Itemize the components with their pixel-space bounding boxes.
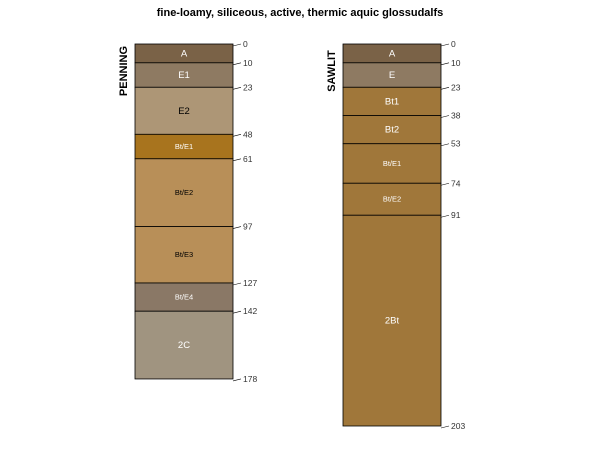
horizon-sawlit-e bbox=[342, 62, 442, 88]
chart-title: fine-loamy, siliceous, active, thermic a… bbox=[157, 7, 444, 19]
depth-label-penning-178: 178 bbox=[243, 374, 257, 384]
depth-label-penning-48: 48 bbox=[243, 129, 253, 139]
profile-penning: PENNING A E1 E2 Bt/E1 Bt/E2 Bt/E3 Bt/E4 2C 0 10 23 4… bbox=[118, 39, 257, 384]
horizon-label-sawlit-bt2: Bt2 bbox=[385, 125, 399, 136]
horizon-penning-e2 bbox=[134, 86, 234, 135]
depth-label-sawlit-0: 0 bbox=[451, 39, 456, 49]
depth-label-sawlit-91: 91 bbox=[451, 210, 461, 220]
depth-label-penning-10: 10 bbox=[243, 58, 253, 68]
horizon-sawlit-bt-e1 bbox=[342, 143, 442, 184]
depth-label-sawlit-53: 53 bbox=[451, 139, 461, 149]
profile-name-sawlit: SAWLIT bbox=[326, 50, 338, 92]
depth-label-penning-97: 97 bbox=[243, 222, 253, 232]
profiles-group: PENNING A E1 E2 Bt/E1 Bt/E2 Bt/E3 Bt/E4 2C 0 10 23 4… bbox=[118, 39, 465, 431]
depth-tick-sawlit-23 bbox=[440, 86, 450, 90]
horizon-label-penning-2c: 2C bbox=[178, 340, 190, 351]
depth-tick-penning-97 bbox=[232, 226, 242, 229]
profile-name-penning: PENNING bbox=[118, 46, 130, 96]
horizon-sawlit-bt2 bbox=[342, 115, 442, 145]
horizon-label-penning-e1: E1 bbox=[178, 70, 190, 81]
horizon-label-sawlit-e: E bbox=[389, 70, 395, 81]
horizon-label-sawlit-a: A bbox=[389, 48, 396, 59]
depth-tick-penning-61 bbox=[232, 158, 242, 162]
depth-tick-penning-0 bbox=[232, 43, 242, 47]
depth-tick-penning-142 bbox=[232, 310, 242, 314]
horizon-label-penning-bt-e4: Bt/E4 bbox=[175, 293, 193, 302]
horizon-label-penning-e2: E2 bbox=[178, 106, 190, 117]
depth-tick-sawlit-53 bbox=[440, 143, 450, 147]
horizon-penning-bt-e2 bbox=[134, 158, 234, 227]
depth-label-penning-127: 127 bbox=[243, 278, 257, 288]
horizon-sawlit-2bt bbox=[342, 214, 442, 427]
horizon-label-penning-bt-e3: Bt/E3 bbox=[175, 250, 193, 259]
depth-label-penning-0: 0 bbox=[243, 39, 248, 49]
depth-tick-sawlit-10 bbox=[440, 62, 450, 66]
horizon-label-sawlit-bt-e1: Bt/E1 bbox=[383, 159, 401, 168]
depth-tick-sawlit-38 bbox=[440, 115, 450, 118]
depth-tick-sawlit-0 bbox=[440, 43, 450, 47]
horizon-label-sawlit-bt1: Bt1 bbox=[385, 96, 399, 107]
horizon-label-sawlit-2bt: 2Bt bbox=[385, 316, 400, 327]
depth-label-penning-142: 142 bbox=[243, 306, 257, 316]
depth-label-sawlit-38: 38 bbox=[451, 111, 461, 121]
depth-label-penning-61: 61 bbox=[243, 154, 253, 164]
horizon-label-penning-a: A bbox=[181, 48, 188, 59]
depth-tick-penning-48 bbox=[232, 134, 242, 137]
depth-tick-sawlit-203 bbox=[440, 425, 450, 429]
depth-label-sawlit-203: 203 bbox=[451, 421, 465, 431]
depth-tick-penning-23 bbox=[232, 86, 242, 90]
horizon-label-penning-bt-e1: Bt/E1 bbox=[175, 142, 193, 151]
depth-label-sawlit-74: 74 bbox=[451, 178, 461, 188]
depth-label-sawlit-23: 23 bbox=[451, 82, 461, 92]
depth-label-penning-23: 23 bbox=[243, 82, 253, 92]
horizon-penning-bt-e1 bbox=[134, 133, 234, 160]
horizon-label-sawlit-bt-e2: Bt/E2 bbox=[383, 195, 401, 204]
depth-tick-sawlit-74 bbox=[440, 182, 450, 186]
depth-tick-penning-178 bbox=[232, 378, 242, 382]
horizon-label-penning-bt-e2: Bt/E2 bbox=[175, 188, 193, 197]
horizon-penning-2c bbox=[134, 310, 234, 380]
depth-tick-penning-10 bbox=[232, 62, 242, 66]
depth-label-sawlit-10: 10 bbox=[451, 58, 461, 68]
depth-tick-penning-127 bbox=[232, 282, 242, 286]
profile-sawlit: SAWLIT AE Bt1 Bt2 Bt/E1 Bt/E2 2Bt 0 10 23 38 53 74 91… bbox=[326, 39, 465, 431]
horizon-penning-e1 bbox=[134, 62, 234, 88]
horizon-sawlit-bt-e2 bbox=[342, 182, 442, 216]
depth-tick-sawlit-91 bbox=[440, 214, 450, 218]
